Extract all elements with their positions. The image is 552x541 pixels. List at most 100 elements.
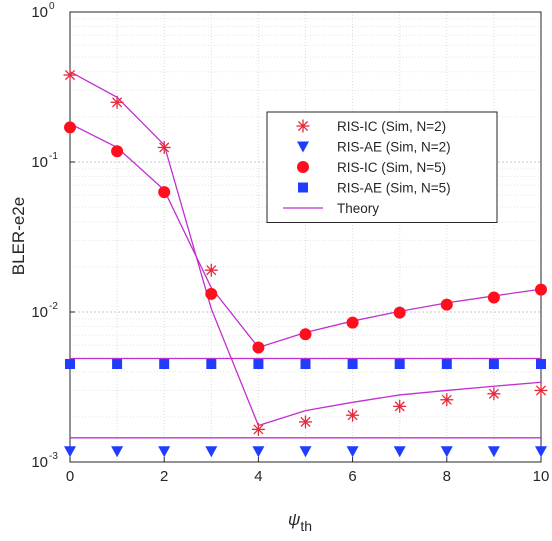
legend-label: Theory: [337, 201, 379, 216]
triangle-shape: [440, 446, 453, 458]
data-point: [111, 446, 124, 458]
data-point: [64, 446, 76, 458]
data-point: [157, 140, 171, 154]
triangle-shape: [535, 446, 547, 458]
asterisk-stroke: [297, 120, 309, 132]
asterisk-stroke: [206, 265, 217, 276]
triangle-shape: [64, 446, 76, 458]
triangle-shape: [158, 446, 171, 458]
data-point: [204, 263, 218, 277]
y-tick-label: 10: [31, 4, 48, 21]
data-point: [63, 68, 77, 82]
data-point: [535, 283, 547, 296]
x-tick-label: 10: [533, 468, 550, 485]
data-point: [300, 359, 311, 370]
circle-shape: [535, 283, 547, 296]
data-point: [65, 359, 75, 370]
x-tick-label: 8: [443, 468, 451, 485]
data-point: [394, 359, 405, 370]
asterisk-stroke: [159, 142, 170, 153]
legend: RIS-IC (Sim, N=2) RIS-AE (Sim, N=2) RIS-IC…: [266, 111, 498, 223]
triangle-shape: [299, 446, 312, 458]
square-shape: [159, 359, 170, 370]
y-axis-label: BLER-e2e: [9, 197, 28, 275]
y-tick-exponent: -3: [49, 451, 58, 462]
data-point: [110, 95, 124, 109]
data-point: [393, 399, 407, 413]
data-point: [252, 341, 265, 354]
legend-label: RIS-AE (Sim, N=2): [337, 140, 451, 155]
circle-shape: [297, 161, 309, 173]
asterisk-stroke: [64, 69, 76, 81]
data-markers: [63, 68, 548, 458]
data-point: [487, 387, 501, 401]
data-point: [346, 316, 359, 329]
data-point: [488, 359, 499, 370]
square-shape: [300, 359, 311, 370]
triangle-shape: [297, 141, 309, 153]
data-point: [346, 446, 359, 458]
square-shape: [488, 359, 499, 370]
data-point: [440, 446, 453, 458]
x-tick-label: 2: [160, 468, 168, 485]
triangle-shape: [346, 446, 359, 458]
square-shape: [394, 359, 405, 370]
triangle-shape: [111, 446, 124, 458]
square-shape: [441, 359, 452, 370]
data-point: [440, 393, 454, 407]
asterisk-stroke: [347, 410, 358, 421]
circle-shape: [393, 306, 406, 319]
asterisk-stroke: [253, 424, 264, 435]
data-point: [487, 291, 500, 304]
y-tick-label: 10: [31, 454, 48, 471]
asterisk-stroke: [112, 97, 123, 108]
x-tick-label: 0: [66, 468, 74, 485]
data-point: [64, 121, 76, 134]
asterisk-stroke: [535, 385, 547, 396]
asterisk-stroke: [394, 401, 405, 412]
circle-shape: [487, 291, 500, 304]
data-point: [534, 383, 548, 397]
grid-lines: [70, 12, 541, 462]
data-point: [158, 186, 171, 199]
data-point: [440, 298, 453, 311]
data-point: [393, 446, 406, 458]
data-point: [535, 446, 547, 458]
legend-marker: [297, 161, 309, 173]
triangle-shape: [393, 446, 406, 458]
data-point: [112, 359, 123, 370]
x-axis: 0 2 4 6 8 10: [66, 457, 550, 485]
x-axis-label-symbol: ψ: [288, 510, 300, 529]
circle-shape: [64, 121, 76, 134]
circle-shape: [111, 145, 124, 158]
data-point: [346, 408, 360, 422]
data-point: [299, 415, 312, 429]
x-tick-label: 6: [348, 468, 356, 485]
asterisk-stroke: [441, 394, 452, 405]
square-shape: [347, 359, 358, 370]
triangle-shape: [487, 446, 500, 458]
data-point: [252, 446, 265, 458]
data-point: [441, 359, 452, 370]
square-shape: [112, 359, 123, 370]
data-point: [299, 328, 312, 341]
data-point: [206, 359, 217, 370]
legend-label: RIS-IC (Sim, N=5): [337, 160, 446, 175]
y-tick-exponent: -2: [49, 301, 58, 312]
x-axis-label-subscript: th: [300, 518, 312, 534]
legend-label: RIS-IC (Sim, N=2): [337, 119, 446, 134]
theory-line: [69, 71, 542, 427]
data-point: [299, 446, 312, 458]
square-shape: [253, 359, 264, 370]
data-point: [111, 145, 124, 158]
legend-marker: [298, 182, 308, 193]
y-tick-label: 10: [31, 154, 48, 171]
square-shape: [206, 359, 217, 370]
legend-label: RIS-AE (Sim, N=5): [337, 181, 451, 196]
data-point: [251, 422, 265, 436]
y-tick-exponent: -1: [49, 151, 58, 162]
square-shape: [536, 359, 546, 370]
legend-marker: [296, 119, 310, 133]
square-shape: [298, 182, 308, 193]
data-point: [487, 446, 500, 458]
